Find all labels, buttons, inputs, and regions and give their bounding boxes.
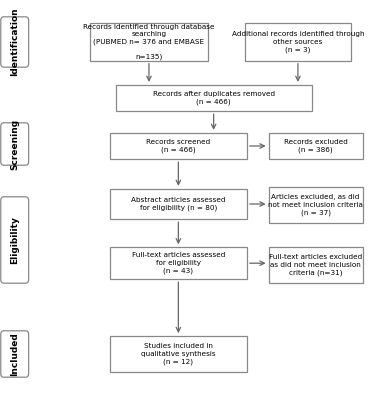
FancyBboxPatch shape	[1, 197, 29, 283]
FancyBboxPatch shape	[1, 17, 29, 67]
Text: Records after duplicates removed
(n = 466): Records after duplicates removed (n = 46…	[152, 91, 275, 105]
Bar	[245, 23, 351, 61]
Text: Identification: Identification	[10, 8, 19, 76]
Text: Full-text articles assessed
for eligibility
(n = 43): Full-text articles assessed for eligibil…	[132, 252, 225, 274]
Text: Additional records identified through
other sources
(n = 3): Additional records identified through ot…	[232, 31, 364, 53]
Bar	[269, 247, 363, 283]
Text: Records screened
(n = 466): Records screened (n = 466)	[146, 139, 211, 153]
Bar	[269, 187, 363, 223]
Text: Articles excluded, as did
not meet inclusion criteria
(n = 37): Articles excluded, as did not meet inclu…	[268, 194, 363, 216]
Bar	[269, 133, 363, 159]
Bar	[110, 133, 247, 159]
Bar	[110, 336, 247, 372]
Text: Records excluded
(n = 386): Records excluded (n = 386)	[284, 139, 347, 153]
Bar	[110, 247, 247, 279]
Text: Full-text articles excluded
as did not meet inclusion
criteria (n=31): Full-text articles excluded as did not m…	[269, 254, 362, 276]
Text: Abstract articles assessed
for eligibility (n = 80): Abstract articles assessed for eligibili…	[131, 197, 226, 211]
Bar	[110, 189, 247, 219]
FancyBboxPatch shape	[1, 123, 29, 165]
Text: Screening: Screening	[10, 118, 19, 170]
Text: Records identified through database
searching
(PUBMED n= 376 and EMBASE

n=135): Records identified through database sear…	[83, 24, 215, 60]
Bar	[116, 85, 312, 111]
FancyBboxPatch shape	[1, 331, 29, 377]
Text: Studies included in
qualitative synthesis
(n = 12): Studies included in qualitative synthesi…	[141, 343, 216, 365]
Text: Eligibility: Eligibility	[10, 216, 19, 264]
Text: Included: Included	[10, 332, 19, 376]
Bar	[90, 23, 208, 61]
